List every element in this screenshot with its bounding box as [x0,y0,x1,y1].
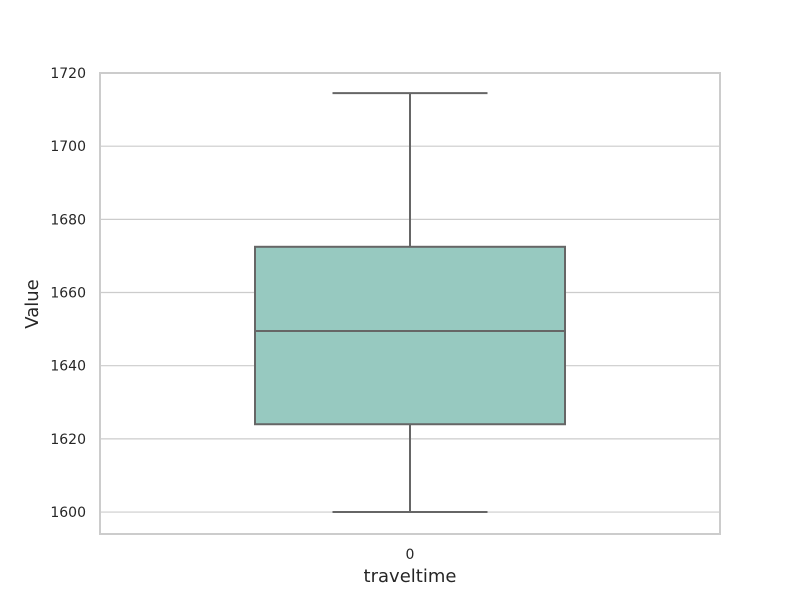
y-tick-labels: 1600 1620 1640 1660 1680 1700 1720 [50,66,86,521]
x-tick-labels: 0 [406,547,415,563]
y-tick-label: 1640 [50,359,86,375]
iqr-box [254,245,566,426]
x-tick-label: 0 [406,547,415,563]
box-plot-marks [254,92,566,514]
x-axis-title: traveltime [364,566,457,587]
y-axis-title: Value [22,279,43,328]
y-tick-label: 1720 [50,66,86,82]
y-tick-label: 1700 [50,139,86,155]
y-tick-label: 1600 [50,505,86,521]
y-tick-label: 1660 [50,286,86,302]
plot-frame [99,72,721,535]
y-tick-label: 1620 [50,432,86,448]
y-tick-label: 1680 [50,212,86,228]
